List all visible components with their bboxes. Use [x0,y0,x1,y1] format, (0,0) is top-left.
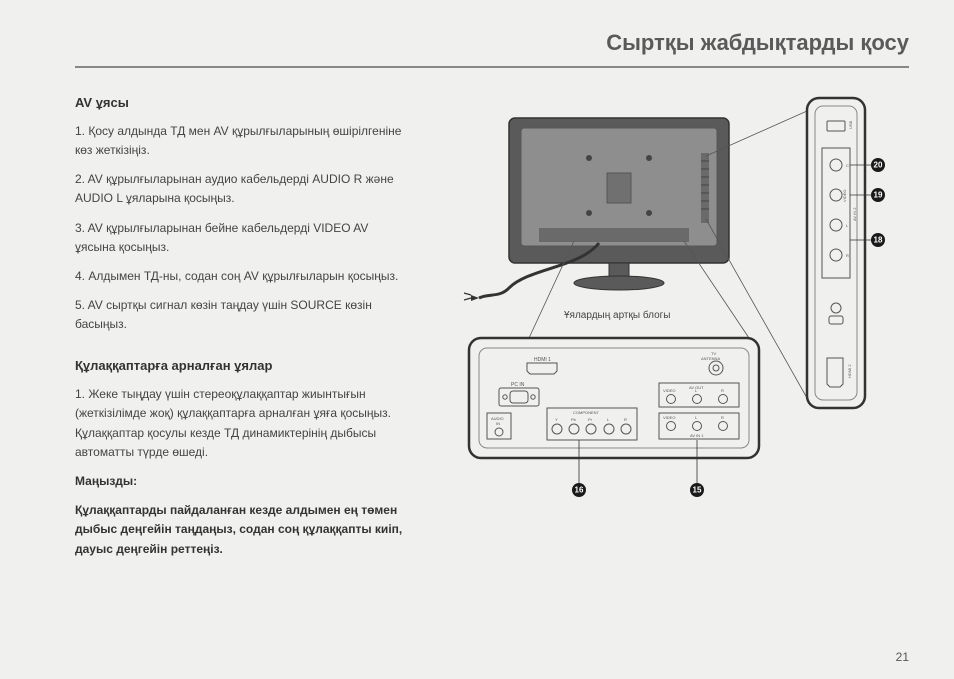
svg-text:VIDEO: VIDEO [663,388,675,393]
svg-text:R: R [846,253,849,258]
page-number: 21 [896,650,909,664]
content-row: AV ұясы 1. Қосу алдында ТД мен AV құрылғ… [75,93,909,593]
hp-step-1: 1. Жеке тыңдау үшін стереоқұлаққаптар жи… [75,385,409,462]
av-step-3: 3. AV құрылғыларынан бейне кабельдерді V… [75,219,409,257]
svg-text:18: 18 [874,236,883,245]
diagram-caption: Ұялардың артқы блогы [564,309,670,321]
svg-text:20: 20 [874,161,883,170]
page-title: Сыртқы жабдықтарды қосу [75,30,909,56]
svg-text:HDMI 1: HDMI 1 [534,357,551,363]
section-av-heading: AV ұясы [75,93,409,114]
diagram-area: Ұялардың артқы блогы HDMI 1 [439,93,909,593]
svg-text:AV IN 2: AV IN 2 [852,207,857,221]
svg-text:USB: USB [848,120,853,129]
svg-text:HDMI 2: HDMI 2 [847,364,852,378]
left-column: AV ұясы 1. Қосу алдында ТД мен AV құрылғ… [75,93,409,593]
svg-text:R: R [721,415,724,420]
important-text: Құлаққаптарды пайдаланған кезде алдымен … [75,501,409,559]
tv-back-icon [464,118,729,301]
svg-text:C: C [846,163,849,168]
section-hp-heading: Құлаққаптарға арналған ұялар [75,356,409,377]
svg-text:PC IN: PC IN [511,382,525,388]
svg-text:Y: Y [555,417,558,422]
svg-text:R: R [624,417,627,422]
connection-diagram: Ұялардың артқы блогы HDMI 1 [439,93,909,593]
svg-text:Pr: Pr [588,417,593,422]
av-step-2: 2. AV құрылғыларынан аудио кабельдерді A… [75,170,409,208]
svg-text:VIDEO: VIDEO [842,190,847,202]
svg-text:AV IN 1: AV IN 1 [690,433,704,438]
av-step-5: 5. AV сыртқы сигнал көзін таңдау үшін SO… [75,296,409,334]
side-port-panel: USB C VIDEO L R AV IN 2 [807,98,865,408]
av-step-4: 4. Алдымен ТД-ны, содан соң AV құрылғыла… [75,267,409,286]
important-label: Маңызды: [75,472,409,491]
svg-text:VIDEO: VIDEO [663,415,675,420]
svg-text:COMPONENT: COMPONENT [573,410,600,415]
svg-text:15: 15 [693,486,702,495]
svg-text:ANTENNA: ANTENNA [701,356,720,361]
svg-text:IN: IN [496,421,500,426]
rear-port-panel: HDMI 1 PC IN AUDIO IN [469,338,759,458]
title-divider [75,66,909,68]
av-step-1: 1. Қосу алдында ТД мен AV құрылғыларының… [75,122,409,160]
svg-text:R: R [721,388,724,393]
svg-text:19: 19 [874,191,883,200]
svg-text:16: 16 [575,486,584,495]
svg-text:Pb: Pb [571,417,577,422]
